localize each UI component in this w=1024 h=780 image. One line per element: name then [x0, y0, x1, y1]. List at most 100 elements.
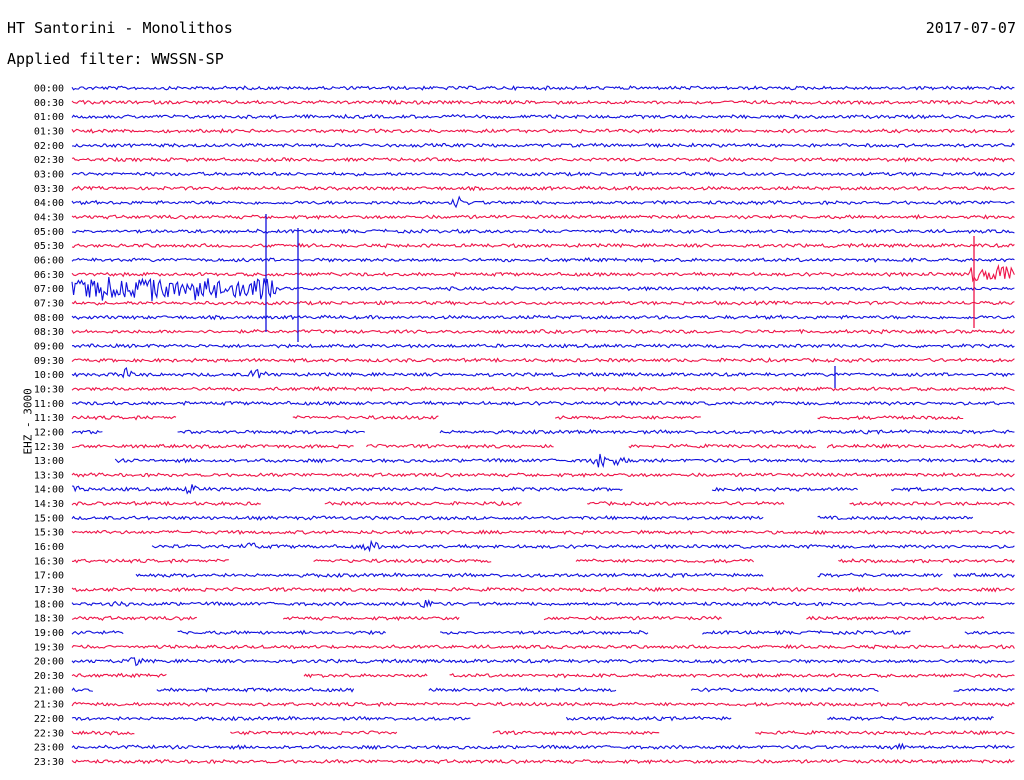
time-tick-label: 01:00	[34, 112, 64, 123]
trace-row-1530	[71, 529, 1015, 536]
trace-row-0930	[71, 357, 1015, 364]
trace-row-0800	[71, 314, 1015, 321]
trace-row-1200	[71, 428, 1015, 435]
time-tick-label: 13:30	[34, 470, 64, 481]
time-tick-label: 04:30	[34, 212, 64, 223]
time-tick-label: 08:00	[34, 313, 64, 324]
time-tick-label: 12:00	[34, 427, 64, 438]
time-tick-labels: 00:00 00:30 01:00 01:30 02:00 02:30 03:00 03:30…	[34, 84, 64, 769]
trace-row-2130	[71, 701, 1015, 708]
time-tick-label: 11:00	[34, 399, 64, 410]
time-tick-label: 20:00	[34, 657, 64, 668]
seismic-traces	[71, 85, 1015, 765]
time-tick-label: 06:00	[34, 255, 64, 266]
station-title: HT Santorini - Monolithos	[7, 19, 233, 37]
plot-date: 2017-07-07	[925, 19, 1016, 37]
time-tick-label: 23:30	[34, 757, 64, 768]
trace-row-2200	[71, 715, 994, 722]
time-tick-label: 10:00	[34, 370, 64, 381]
trace-row-0400	[71, 195, 1015, 209]
time-tick-label: 00:30	[34, 98, 64, 109]
trace-row-0200	[71, 142, 1015, 149]
trace-row-1100	[71, 400, 1015, 407]
trace-row-1430	[71, 500, 1015, 507]
trace-row-1000	[71, 366, 1015, 379]
trace-row-2230	[71, 729, 1015, 736]
time-tick-label: 21:30	[34, 700, 64, 711]
time-tick-label: 05:30	[34, 241, 64, 252]
trace-row-0300	[71, 171, 1015, 177]
time-tick-label: 17:00	[34, 571, 64, 582]
time-tick-label: 20:30	[34, 671, 64, 682]
trace-row-1700	[135, 572, 1015, 579]
time-tick-label: 21:00	[34, 685, 64, 696]
trace-row-0030	[71, 99, 1015, 106]
trace-row-0630	[71, 263, 1015, 283]
time-tick-label: 02:30	[34, 155, 64, 166]
time-tick-label: 04:00	[34, 198, 64, 209]
time-tick-label: 09:30	[34, 356, 64, 367]
time-tick-label: 18:30	[34, 614, 64, 625]
trace-row-1500	[71, 515, 974, 521]
trace-row-0730	[71, 300, 1015, 306]
trace-row-1900	[71, 629, 1015, 636]
trace-row-0330	[71, 185, 1015, 192]
trace-row-0230	[71, 156, 1015, 163]
trace-row-2330	[71, 758, 1015, 765]
time-tick-label: 07:30	[34, 298, 64, 309]
time-tick-label: 14:30	[34, 499, 64, 510]
trace-row-2100	[71, 686, 1015, 693]
trace-row-1830	[71, 615, 985, 622]
time-tick-label: 11:30	[34, 413, 64, 424]
time-tick-label: 16:30	[34, 556, 64, 567]
filter-caption: Applied filter: WWSSN-SP	[7, 50, 224, 68]
time-tick-label: 16:00	[34, 542, 64, 553]
time-tick-label: 00:00	[34, 84, 64, 95]
time-tick-label: 05:00	[34, 227, 64, 238]
trace-row-1230	[71, 443, 1015, 450]
time-tick-label: 03:30	[34, 184, 64, 195]
trace-row-0100	[71, 113, 1015, 120]
time-tick-label: 22:00	[34, 714, 64, 725]
trace-row-1730	[71, 586, 1015, 593]
trace-row-0000	[71, 85, 1015, 92]
trace-row-1600	[151, 539, 1015, 553]
time-tick-label: 17:30	[34, 585, 64, 596]
trace-row-0700	[71, 276, 1015, 301]
time-tick-label: 15:00	[34, 513, 64, 524]
trace-row-0600	[71, 257, 1015, 263]
time-tick-label: 23:00	[34, 743, 64, 754]
time-tick-label: 03:00	[34, 169, 64, 180]
trace-row-1800	[71, 599, 1015, 609]
time-tick-label: 13:00	[34, 456, 64, 467]
time-tick-label: 18:00	[34, 599, 64, 610]
trace-row-2000	[71, 657, 1015, 667]
time-tick-label: 10:30	[34, 384, 64, 395]
time-tick-label: 22:30	[34, 728, 64, 739]
trace-row-2300	[71, 742, 1015, 751]
trace-row-0900	[71, 342, 1015, 349]
time-tick-label: 08:30	[34, 327, 64, 338]
time-tick-label: 02:00	[34, 141, 64, 152]
trace-row-1300	[114, 453, 1015, 469]
time-tick-label: 15:30	[34, 528, 64, 539]
trace-row-0830	[71, 328, 1015, 335]
trace-row-1030	[71, 386, 1015, 392]
time-tick-label: 12:30	[34, 442, 64, 453]
trace-row-0500	[72, 228, 1015, 235]
trace-row-0530	[71, 242, 1015, 249]
time-tick-label: 19:30	[34, 642, 64, 653]
time-tick-label: 14:00	[34, 485, 64, 496]
trace-row-1400	[71, 484, 1015, 495]
trace-row-0130	[71, 128, 1015, 134]
time-tick-label: 07:00	[34, 284, 64, 295]
trace-row-1630	[71, 558, 1015, 564]
time-tick-label: 09:00	[34, 341, 64, 352]
trace-row-2030	[71, 672, 1015, 679]
trace-row-1930	[71, 643, 1015, 650]
time-tick-label: 01:30	[34, 126, 64, 137]
trace-row-0430	[71, 213, 1015, 220]
trace-row-1330	[71, 472, 1015, 478]
time-tick-label: 06:30	[34, 270, 64, 281]
